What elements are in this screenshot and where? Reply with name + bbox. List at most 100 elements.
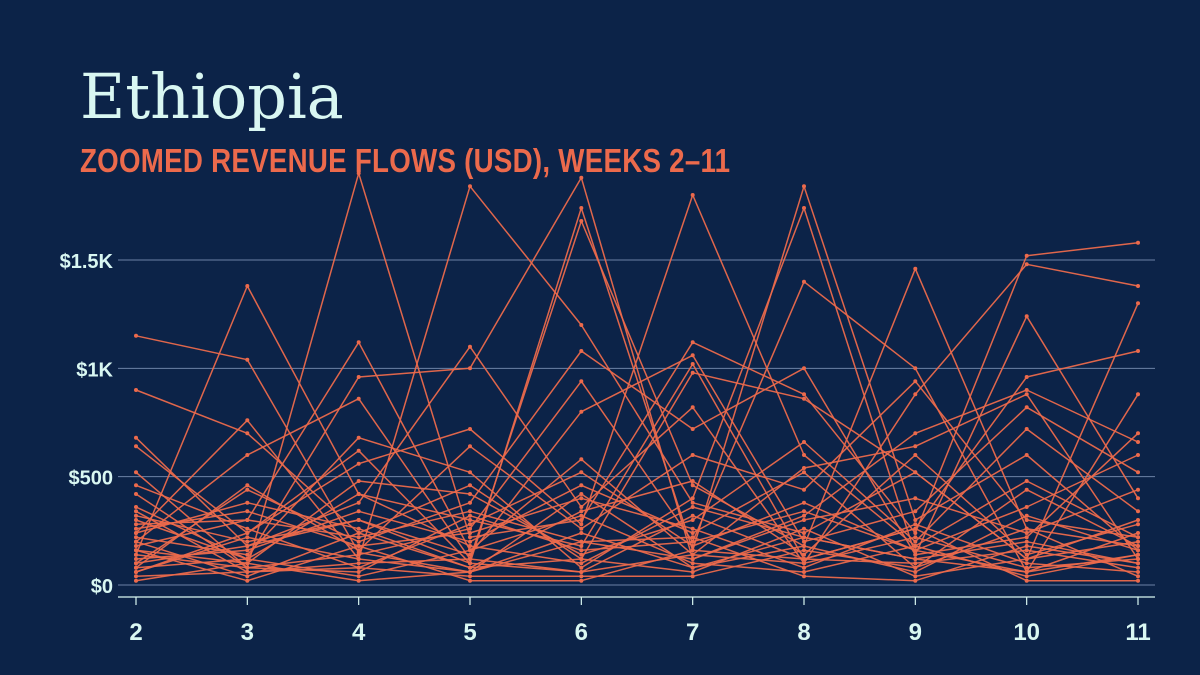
series-point xyxy=(1024,574,1029,579)
y-tick-label: $1.5K xyxy=(60,251,114,273)
series-point xyxy=(802,396,806,401)
series-point xyxy=(356,570,361,574)
series-point xyxy=(1136,349,1140,353)
series-point xyxy=(245,539,250,544)
series-point xyxy=(245,284,250,288)
series-point xyxy=(1024,539,1029,544)
series-point xyxy=(913,535,918,540)
series-point xyxy=(579,513,584,518)
series-point xyxy=(802,539,806,544)
series-point xyxy=(1024,557,1029,561)
series-point xyxy=(1024,561,1029,566)
series-point xyxy=(134,548,138,553)
series-point xyxy=(913,561,918,566)
series-point xyxy=(1136,531,1140,535)
series-point xyxy=(579,409,584,414)
y-tick-label: $1K xyxy=(76,359,113,381)
series-point xyxy=(356,548,361,553)
series-point xyxy=(802,500,806,505)
x-tick-label: 3 xyxy=(241,619,254,646)
series-point xyxy=(356,526,361,531)
series-point xyxy=(468,492,472,496)
series-point xyxy=(802,466,806,470)
series-point xyxy=(1024,253,1029,258)
series-point xyxy=(1136,548,1140,553)
series-point xyxy=(468,548,472,553)
series-point xyxy=(134,492,138,496)
series-point xyxy=(579,544,584,548)
series-point xyxy=(690,526,695,531)
series-point xyxy=(913,470,918,475)
series-point xyxy=(579,509,584,514)
series-point xyxy=(1024,552,1029,557)
series-point xyxy=(802,535,806,540)
series-point xyxy=(802,518,806,522)
series-point xyxy=(245,487,250,492)
axes: $0 $500 $1K $1.5K 2 3 4 5 6 7 8 9 10 11 xyxy=(60,251,1155,646)
series-point xyxy=(690,370,695,375)
series-point xyxy=(579,496,584,501)
series-point xyxy=(690,565,695,570)
series-point xyxy=(690,539,695,544)
series-point xyxy=(356,435,361,440)
series-line xyxy=(135,280,1139,573)
series-point xyxy=(690,479,695,483)
series-point xyxy=(468,444,472,449)
series-point xyxy=(1024,565,1029,570)
series-point xyxy=(690,518,695,522)
series-point xyxy=(802,184,806,189)
series-point xyxy=(913,570,918,574)
series-point xyxy=(356,578,361,583)
series-point xyxy=(913,518,918,522)
series-point xyxy=(1136,574,1140,579)
series-point xyxy=(134,444,138,449)
series-point xyxy=(134,526,138,531)
series-point xyxy=(468,535,472,540)
series-point xyxy=(1024,453,1029,457)
series-point xyxy=(579,522,584,527)
x-tick-label: 2 xyxy=(129,619,142,646)
series-point xyxy=(245,557,250,561)
series-line xyxy=(135,510,1139,578)
series-line xyxy=(135,220,1139,560)
series-point xyxy=(1136,535,1140,540)
series-point xyxy=(1024,479,1029,483)
series-point xyxy=(468,561,472,566)
series-point xyxy=(913,539,918,544)
series-point xyxy=(1136,301,1140,306)
series-point xyxy=(245,431,250,436)
series-point xyxy=(690,340,695,345)
series-point xyxy=(1024,578,1029,583)
series-point xyxy=(579,552,584,557)
series-point xyxy=(134,470,138,475)
series-point xyxy=(1136,431,1140,436)
series-point xyxy=(468,366,472,371)
series-point xyxy=(134,539,138,544)
series-point xyxy=(579,323,584,327)
series-point xyxy=(802,392,806,397)
series-point xyxy=(913,444,918,449)
x-tick-label: 5 xyxy=(463,619,476,646)
series-point xyxy=(579,548,584,553)
series-point xyxy=(690,513,695,518)
series-point xyxy=(579,557,584,561)
series-point xyxy=(913,552,918,557)
x-tick-label: 11 xyxy=(1125,619,1150,646)
series-point xyxy=(690,453,695,457)
series-point xyxy=(1136,570,1140,574)
series-point xyxy=(468,578,472,583)
series-point xyxy=(245,574,250,579)
series-point xyxy=(802,544,806,548)
series-line xyxy=(135,536,1139,582)
series-point xyxy=(690,483,695,488)
series-point xyxy=(1136,284,1140,288)
series-point xyxy=(356,340,361,345)
x-tick-label: 8 xyxy=(797,619,810,646)
series-line xyxy=(135,285,1139,560)
series-point xyxy=(245,565,250,570)
series-point xyxy=(913,531,918,535)
series-line xyxy=(135,380,1139,569)
x-tick-label: 4 xyxy=(352,619,366,646)
series-point xyxy=(579,175,584,180)
